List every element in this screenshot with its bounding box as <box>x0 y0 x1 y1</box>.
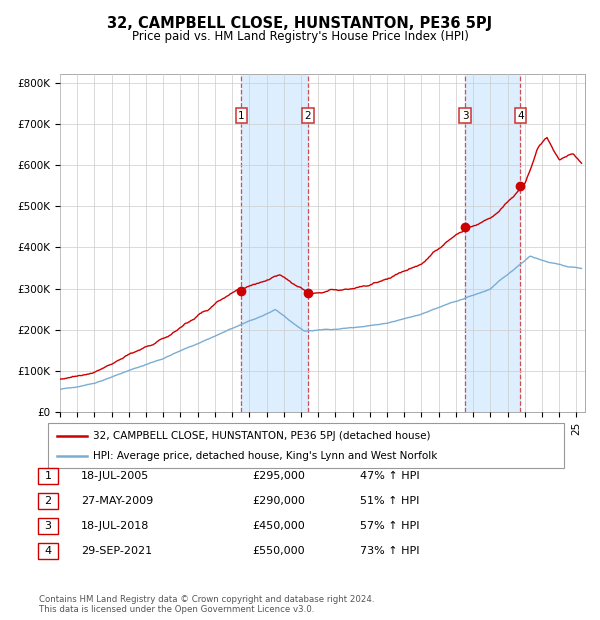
Text: 2: 2 <box>305 110 311 121</box>
Text: 18-JUL-2005: 18-JUL-2005 <box>81 471 149 481</box>
Text: £550,000: £550,000 <box>252 546 305 556</box>
Text: 1: 1 <box>44 471 52 481</box>
Text: 4: 4 <box>517 110 524 121</box>
Text: 3: 3 <box>462 110 469 121</box>
Bar <box>241 74 308 412</box>
Text: Contains HM Land Registry data © Crown copyright and database right 2024.: Contains HM Land Registry data © Crown c… <box>39 595 374 604</box>
Text: 27-MAY-2009: 27-MAY-2009 <box>81 496 153 506</box>
Text: 18-JUL-2018: 18-JUL-2018 <box>81 521 149 531</box>
Text: This data is licensed under the Open Government Licence v3.0.: This data is licensed under the Open Gov… <box>39 604 314 614</box>
Bar <box>465 74 520 412</box>
Text: HPI: Average price, detached house, King's Lynn and West Norfolk: HPI: Average price, detached house, King… <box>93 451 437 461</box>
Text: £290,000: £290,000 <box>252 496 305 506</box>
Text: 3: 3 <box>44 521 52 531</box>
Text: 32, CAMPBELL CLOSE, HUNSTANTON, PE36 5PJ (detached house): 32, CAMPBELL CLOSE, HUNSTANTON, PE36 5PJ… <box>93 430 431 441</box>
Text: 4: 4 <box>44 546 52 556</box>
Text: £295,000: £295,000 <box>252 471 305 481</box>
Text: £450,000: £450,000 <box>252 521 305 531</box>
Text: 1: 1 <box>238 110 245 121</box>
Text: 73% ↑ HPI: 73% ↑ HPI <box>360 546 419 556</box>
Text: 51% ↑ HPI: 51% ↑ HPI <box>360 496 419 506</box>
Text: 47% ↑ HPI: 47% ↑ HPI <box>360 471 419 481</box>
Text: 29-SEP-2021: 29-SEP-2021 <box>81 546 152 556</box>
Text: 2: 2 <box>44 496 52 506</box>
Text: Price paid vs. HM Land Registry's House Price Index (HPI): Price paid vs. HM Land Registry's House … <box>131 30 469 43</box>
Text: 57% ↑ HPI: 57% ↑ HPI <box>360 521 419 531</box>
Text: 32, CAMPBELL CLOSE, HUNSTANTON, PE36 5PJ: 32, CAMPBELL CLOSE, HUNSTANTON, PE36 5PJ <box>107 16 493 31</box>
